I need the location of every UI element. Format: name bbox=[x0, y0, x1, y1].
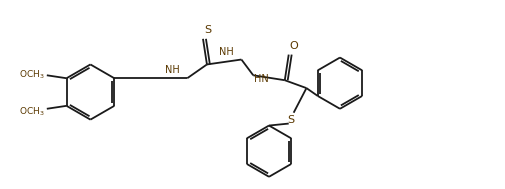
Text: NH: NH bbox=[165, 65, 179, 75]
Text: NH: NH bbox=[218, 47, 233, 57]
Text: O: O bbox=[289, 41, 297, 51]
Text: S: S bbox=[286, 115, 294, 125]
Text: HN: HN bbox=[254, 74, 269, 84]
Text: OCH$_3$: OCH$_3$ bbox=[19, 68, 45, 81]
Text: S: S bbox=[204, 25, 211, 35]
Text: OCH$_3$: OCH$_3$ bbox=[19, 105, 45, 118]
